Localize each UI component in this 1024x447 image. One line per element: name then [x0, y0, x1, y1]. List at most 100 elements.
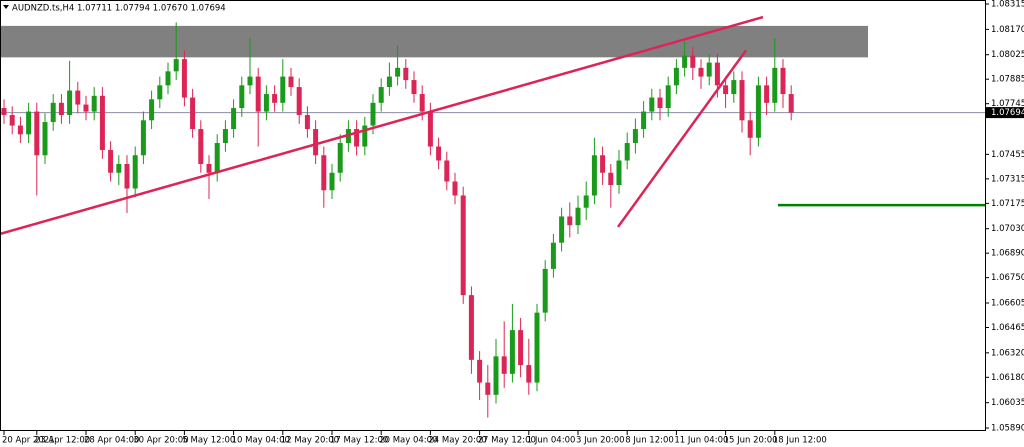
candle-body — [649, 97, 655, 112]
header-high: 1.07794 — [115, 3, 150, 13]
current-price-label: 1.07694 — [991, 108, 1024, 118]
candle-body — [403, 67, 409, 81]
current-price-box — [986, 107, 1024, 119]
candle-body — [419, 94, 425, 112]
candle-body — [42, 122, 48, 156]
candle-body — [378, 87, 384, 103]
candle-body — [58, 102, 64, 116]
candle-body — [739, 80, 745, 121]
candle-body — [468, 295, 474, 360]
candle-body — [591, 155, 597, 196]
candle-body — [91, 95, 97, 112]
y-tick-label: 1.06465 — [991, 323, 1024, 333]
y-tick-label: 1.06320 — [991, 348, 1024, 358]
x-tick-label: 1 Jun 04:00 — [527, 436, 576, 446]
candle-body — [534, 312, 540, 383]
chart-header: AUDNZD.ts,H4 1.07711 1.07794 1.07670 1.0… — [12, 3, 226, 13]
x-tick-label: 3 Jun 20:00 — [576, 436, 625, 446]
candle-body — [427, 111, 433, 147]
x-tick-label: 23 Apr 12:00 — [35, 436, 90, 446]
x-tick-label: 15 Jun 20:00 — [724, 436, 778, 446]
candle-body — [772, 67, 778, 103]
candle-body — [50, 102, 56, 123]
candle-body — [608, 172, 614, 185]
candle-body — [485, 382, 491, 395]
y-tick-label: 1.06035 — [991, 398, 1024, 408]
candle-body — [386, 76, 392, 88]
candle-body — [75, 90, 81, 105]
candle-body — [263, 94, 269, 112]
candle-body — [288, 76, 294, 88]
candle-body — [395, 67, 401, 77]
candle-body — [247, 76, 253, 86]
candle-body — [140, 120, 146, 156]
candle-body — [362, 125, 368, 147]
candle-body — [116, 164, 122, 173]
y-tick-label: 1.07315 — [991, 174, 1024, 184]
x-tick-label: 11 Jun 04:00 — [674, 436, 728, 446]
candle-body — [600, 155, 606, 173]
y-tick-label: 1.07745 — [991, 99, 1024, 109]
candle-body — [354, 129, 360, 147]
y-tick-label: 1.07455 — [991, 150, 1024, 160]
candle-body — [222, 129, 228, 144]
resistance-zone — [0, 25, 868, 58]
candle-body — [575, 207, 581, 226]
candle-body — [329, 172, 335, 191]
candle-body — [731, 80, 737, 95]
x-tick-label: 17 May 12:00 — [330, 436, 388, 446]
candle-body — [509, 330, 515, 374]
x-tick-label: 27 May 12:00 — [478, 436, 536, 446]
header-close: 1.07694 — [191, 3, 226, 13]
candle-body — [526, 365, 532, 383]
y-tick-label: 1.07885 — [991, 75, 1024, 85]
candle-body — [616, 160, 622, 185]
candle-body — [198, 129, 204, 165]
candle-body — [411, 80, 417, 95]
y-tick-label: 1.08315 — [991, 0, 1024, 10]
y-tick-label: 1.06750 — [991, 273, 1024, 283]
candle-body — [460, 195, 466, 296]
candle-body — [698, 67, 704, 77]
candle-body — [239, 85, 245, 109]
candle-body — [157, 85, 163, 100]
candle-body — [181, 59, 187, 98]
y-tick-label: 1.06180 — [991, 373, 1024, 383]
candle-body — [108, 150, 114, 173]
candle-body — [99, 95, 105, 151]
y-tick-label: 1.05890 — [991, 424, 1024, 434]
x-tick-label: 20 Apr 2021 — [2, 436, 55, 446]
x-tick-label: 10 May 04:00 — [232, 436, 290, 446]
candle-body — [337, 143, 343, 173]
y-tick-label: 1.08025 — [991, 50, 1024, 60]
candle-body — [83, 104, 89, 112]
x-tick-label: 8 Jun 12:00 — [625, 436, 674, 446]
candle-body — [559, 216, 565, 243]
trendline — [616, 49, 748, 228]
candle-body — [165, 71, 171, 86]
candle-body — [542, 268, 548, 313]
candle-body — [9, 115, 15, 126]
candle-body — [764, 85, 770, 103]
y-tick-label: 1.08170 — [991, 25, 1024, 35]
candle-body — [124, 164, 130, 189]
x-tick-label: 30 Apr 20:00 — [133, 436, 188, 446]
x-tick-label: 18 Jun 12:00 — [773, 436, 827, 446]
candle-body — [1, 108, 7, 116]
x-tick-label: 24 May 20:00 — [428, 436, 486, 446]
candle-body — [493, 356, 499, 395]
candle-body — [550, 242, 556, 269]
candle-body — [67, 90, 73, 116]
header-open: 1.07711 — [77, 3, 112, 13]
candle-body — [788, 94, 794, 113]
menu-arrow[interactable] — [3, 5, 9, 9]
candle-body — [632, 129, 638, 144]
y-tick-label: 1.06890 — [991, 249, 1024, 259]
candle-body — [665, 85, 671, 109]
candle-body — [214, 143, 220, 173]
x-tick-label: 20 May 04:00 — [379, 436, 437, 446]
candle-body — [173, 59, 179, 72]
candle-body — [370, 102, 376, 126]
